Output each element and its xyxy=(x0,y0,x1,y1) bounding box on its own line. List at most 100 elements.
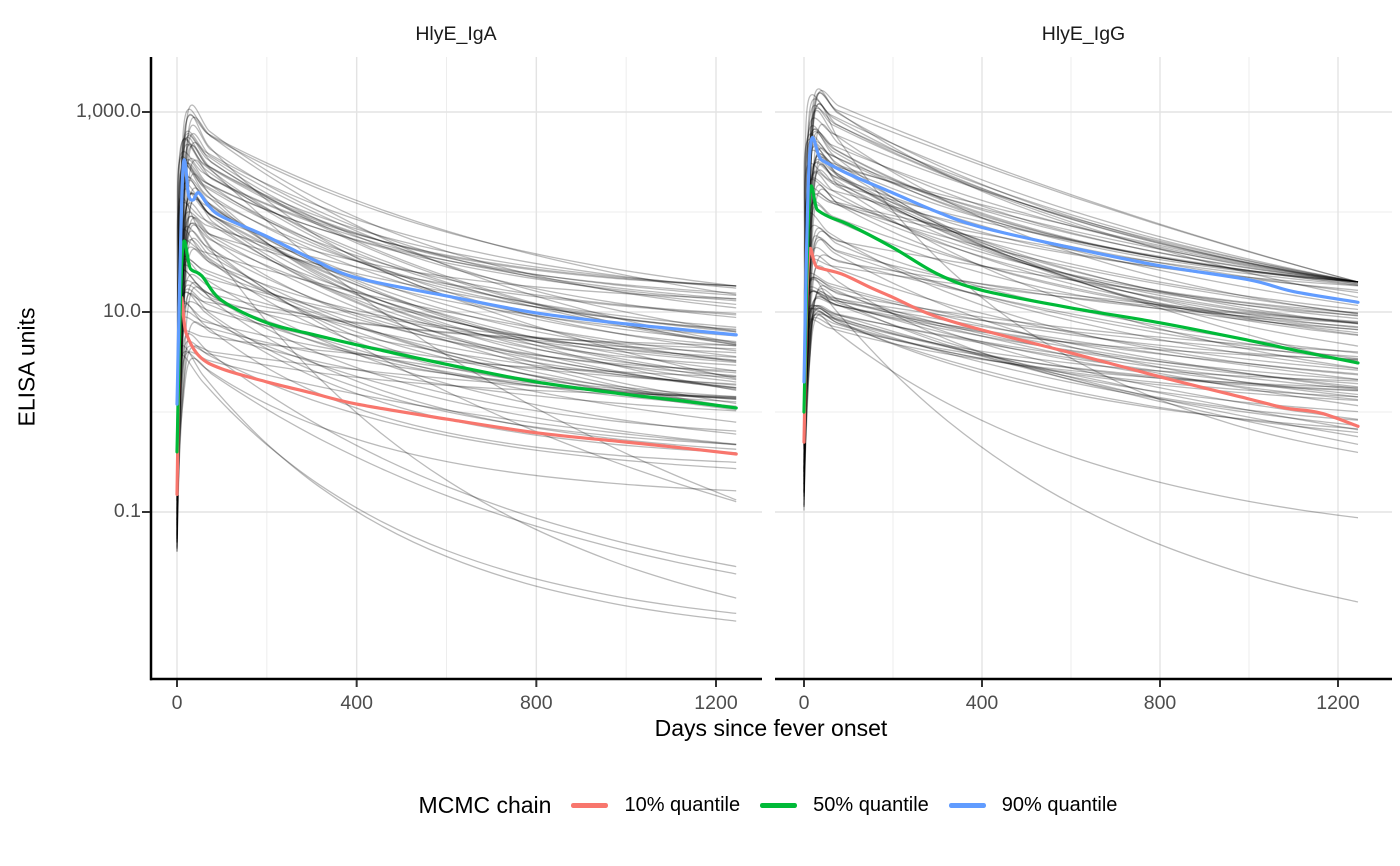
posterior-draw-line xyxy=(803,307,1359,472)
posterior-draw-line xyxy=(176,230,737,503)
posterior-draw-line xyxy=(176,284,737,478)
x-tick-label: 1200 xyxy=(694,692,738,714)
posterior-draw-line xyxy=(803,316,1359,470)
posterior-draw-line xyxy=(803,117,1359,378)
posterior-draw-line xyxy=(176,238,737,460)
legend-key-line-50pct-icon xyxy=(760,803,798,808)
posterior-draw-line xyxy=(803,290,1359,442)
quantile-line-90-quantile xyxy=(802,135,1360,384)
legend-key-line-90pct-icon xyxy=(948,803,986,808)
posterior-draw-line xyxy=(803,295,1359,437)
posterior-draw-line xyxy=(176,124,737,528)
legend-label-10pct: 10% quantile xyxy=(624,794,741,816)
legend-label-50pct: 50% quantile xyxy=(813,794,929,816)
quantile-line-90-quantile xyxy=(175,158,738,406)
posterior-draw-line xyxy=(803,312,1359,519)
posterior-draw-line xyxy=(176,340,737,470)
posterior-draw-line xyxy=(176,163,737,515)
posterior-draw-line xyxy=(803,212,1359,493)
legend-entry-10pct: 10% quantile xyxy=(571,794,740,817)
facet-title-hlye-igg: HlyE_IgG xyxy=(1041,23,1126,45)
posterior-draw-line xyxy=(803,307,1359,477)
x-axis-title: Days since fever onset xyxy=(654,715,888,741)
posterior-draw-line xyxy=(803,133,1359,495)
x-tick-label: 0 xyxy=(171,692,183,714)
panel-hlye_igg xyxy=(775,57,1392,687)
posterior-draw-line xyxy=(176,145,737,526)
posterior-draw-line xyxy=(176,133,737,543)
posterior-draw-line xyxy=(803,277,1359,603)
posterior-draw-line xyxy=(176,321,737,514)
posterior-draw-line xyxy=(176,286,737,514)
posterior-draw-line xyxy=(803,278,1359,426)
posterior-draw-line xyxy=(803,304,1359,500)
posterior-draw-line xyxy=(803,313,1359,437)
posterior-draw-line xyxy=(803,192,1359,376)
posterior-draw-line xyxy=(176,246,737,456)
posterior-draw-line xyxy=(803,285,1359,474)
posterior-draw-line xyxy=(803,169,1359,473)
posterior-draw-line xyxy=(803,204,1359,458)
posterior-draw-line xyxy=(176,164,737,477)
posterior-draw-line xyxy=(176,273,737,486)
quantile-line-10-quantile xyxy=(802,246,1360,444)
posterior-draw-line xyxy=(803,290,1359,492)
legend-entry-50pct: 50% quantile xyxy=(760,794,929,817)
facet-title-hlye-iga: HlyE_IgA xyxy=(415,23,497,45)
posterior-draw-line xyxy=(176,217,737,510)
legend-label-90pct: 90% quantile xyxy=(1001,794,1118,816)
x-tick-label: 1200 xyxy=(1316,692,1360,714)
legend-entry-90pct: 90% quantile xyxy=(948,794,1118,817)
posterior-draw-line xyxy=(176,164,737,510)
posterior-draw-line xyxy=(803,156,1359,463)
posterior-draw-line xyxy=(803,304,1359,428)
posterior-draw-line xyxy=(803,163,1359,485)
posterior-draw-line xyxy=(803,304,1359,429)
posterior-draw-line xyxy=(176,161,737,505)
posterior-draw-line xyxy=(803,311,1359,449)
posterior-draw-line xyxy=(803,104,1359,481)
y-tick-label: 0.1 xyxy=(113,500,141,522)
posterior-draw-line xyxy=(803,296,1359,420)
posterior-draw-line xyxy=(803,123,1359,476)
posterior-draw-line xyxy=(176,138,737,538)
quantile-lines-group xyxy=(802,135,1360,444)
posterior-draws-group xyxy=(176,104,737,622)
x-tick-label: 0 xyxy=(798,692,810,714)
posterior-draw-line xyxy=(803,89,1359,370)
legend: MCMC chain 10% quantile 50% quantile 90%… xyxy=(68,792,1400,819)
quantile-line-50-quantile xyxy=(175,239,738,454)
x-tick-label: 400 xyxy=(340,692,373,714)
posterior-draw-line xyxy=(176,187,737,450)
posterior-draw-line xyxy=(803,304,1359,446)
quantile-line-10-quantile xyxy=(175,295,738,496)
posterior-draw-line xyxy=(176,198,737,552)
posterior-draw-line xyxy=(176,357,737,575)
y-axis-title: ELISA units xyxy=(13,307,40,427)
y-tick-label: 1,000.0 xyxy=(75,100,141,122)
posterior-draw-line xyxy=(176,222,737,471)
posterior-draw-line xyxy=(803,227,1359,497)
posterior-draw-line xyxy=(803,138,1359,382)
panel-hlye_iga xyxy=(150,57,762,687)
posterior-draw-line xyxy=(176,350,737,492)
x-tick-label: 400 xyxy=(965,692,999,714)
posterior-draw-line xyxy=(176,351,737,475)
legend-key-line-10pct-icon xyxy=(571,803,609,808)
posterior-draw-line xyxy=(803,254,1359,442)
plot-canvas xyxy=(142,57,1392,687)
posterior-draw-line xyxy=(176,196,737,599)
posterior-draw-line xyxy=(803,254,1359,403)
posterior-draw-line xyxy=(803,103,1359,454)
posterior-draw-line xyxy=(176,281,737,450)
quantile-lines-group xyxy=(175,158,738,496)
posterior-draw-line xyxy=(176,116,737,454)
posterior-draw-line xyxy=(176,173,737,537)
posterior-draw-line xyxy=(803,145,1359,511)
quantile-line-50-quantile xyxy=(802,184,1360,414)
posterior-draw-line xyxy=(176,239,737,456)
posterior-draw-line xyxy=(176,215,737,439)
posterior-draw-line xyxy=(803,188,1359,410)
posterior-draw-line xyxy=(803,238,1359,456)
